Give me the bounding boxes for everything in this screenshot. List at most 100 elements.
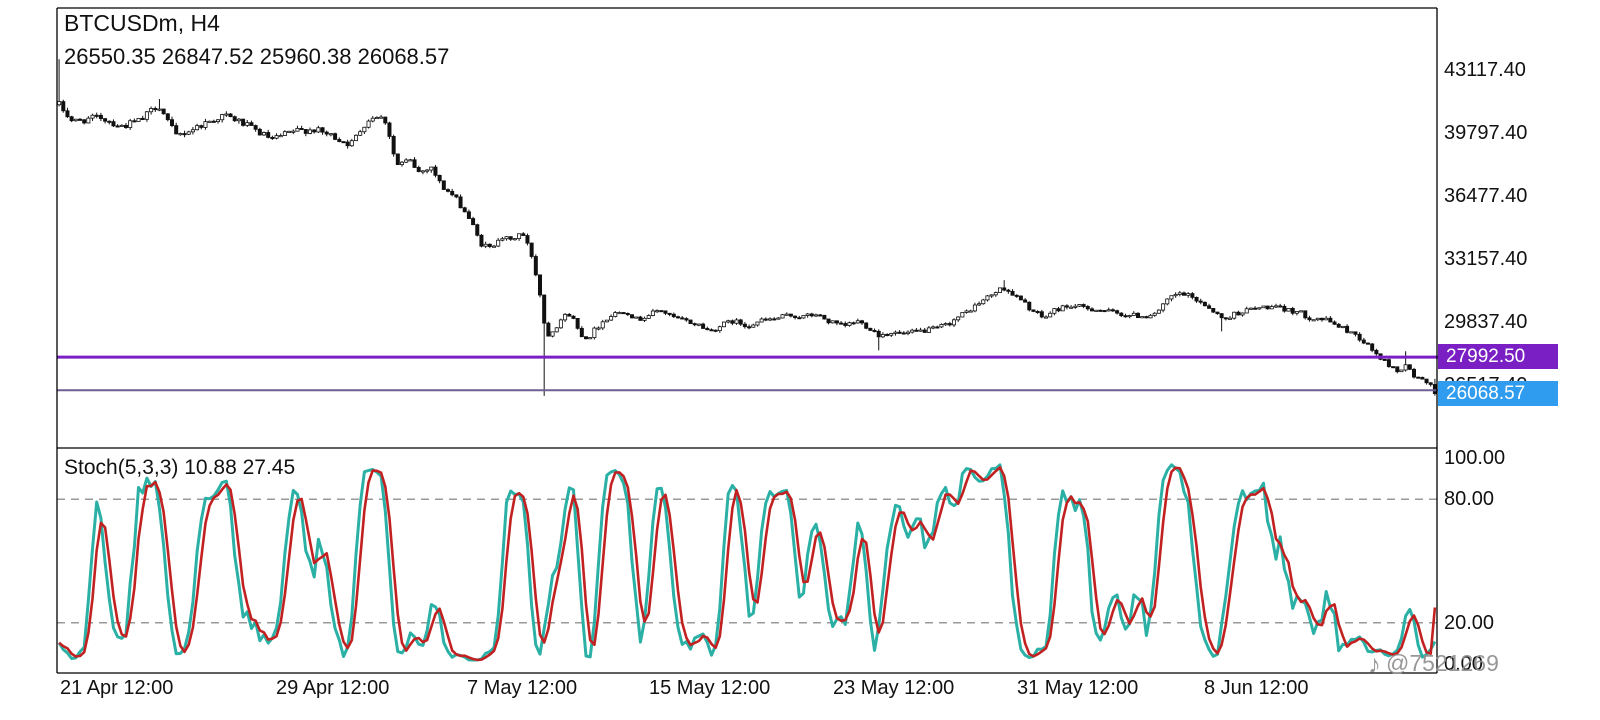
candle-body: [387, 122, 392, 137]
resistance-price-badge[interactable]: 27992.50: [1438, 344, 1558, 369]
candle-body: [889, 333, 894, 336]
candle-body: [730, 320, 735, 324]
candle-body: [801, 315, 806, 319]
candle-body: [136, 117, 141, 122]
candle-body: [1412, 368, 1417, 378]
candle-body: [818, 314, 823, 317]
candle-body: [1064, 305, 1069, 308]
candle-body: [1211, 307, 1216, 313]
candle-body: [579, 327, 584, 338]
ohlc-readout: 26550.35 26847.52 25960.38 26068.57: [64, 44, 450, 69]
candle-body: [755, 321, 760, 326]
candle-body: [855, 320, 860, 324]
time-axis-label: 29 Apr 12:00: [276, 677, 390, 699]
candle-body: [897, 331, 902, 334]
candle-body: [705, 328, 710, 331]
current-price-badge[interactable]: 26068.57: [1438, 381, 1558, 406]
candle-body: [847, 322, 852, 326]
candle-body: [1282, 305, 1287, 312]
candle-body: [830, 320, 835, 324]
candle-body: [793, 315, 798, 319]
candle-body: [772, 318, 777, 321]
candle-body: [1324, 317, 1329, 321]
candle-body: [722, 321, 727, 328]
candle-body: [617, 312, 622, 315]
candle-body: [1161, 303, 1166, 311]
candle-body: [408, 159, 413, 162]
candle-body: [630, 314, 635, 319]
candle-body: [814, 314, 819, 317]
stoch-d-line: [58, 466, 1437, 662]
stoch-k-line: [57, 463, 1437, 662]
candle-body: [805, 313, 810, 316]
candle-body: [395, 153, 400, 165]
candle-body: [1361, 339, 1366, 344]
candle-body: [169, 119, 174, 126]
candle-body: [57, 101, 62, 106]
candle-body: [353, 134, 358, 142]
candle-body: [1148, 314, 1153, 319]
candle-body: [224, 113, 229, 116]
candle-body: [98, 114, 103, 119]
candle-body: [1152, 312, 1157, 316]
candle-body: [475, 224, 480, 236]
candle-body: [178, 133, 183, 136]
candle-body: [650, 310, 655, 316]
candle-body: [73, 118, 78, 122]
candle-body: [885, 333, 890, 336]
candle-body: [1416, 376, 1421, 379]
candle-body: [521, 233, 526, 236]
candle-body: [94, 114, 99, 117]
candle-body: [128, 120, 133, 128]
candle-body: [972, 304, 977, 312]
candle-body: [1060, 305, 1065, 312]
candle-body: [968, 310, 973, 313]
candle-body: [1156, 309, 1161, 314]
symbol-title: BTCUSDm, H4: [64, 10, 220, 36]
time-axis-label: 31 May 12:00: [1017, 677, 1139, 699]
candle-body: [638, 316, 643, 321]
candle-body: [65, 110, 70, 118]
candle-body: [977, 303, 982, 306]
candle-body: [303, 129, 308, 134]
time-axis-label: 7 May 12:00: [467, 677, 578, 699]
candle-body: [839, 322, 844, 325]
candle-body: [1223, 317, 1228, 320]
candle-body: [287, 130, 292, 133]
candle-body: [1048, 312, 1053, 318]
candle-body: [671, 313, 676, 318]
candle-body: [1215, 311, 1220, 315]
candle-body: [370, 117, 375, 122]
candle-body: [479, 234, 484, 247]
candle-body: [316, 127, 321, 133]
candle-body: [1169, 295, 1174, 300]
candle-body: [391, 136, 396, 155]
candle-body: [1085, 306, 1090, 310]
candle-body: [161, 108, 166, 115]
candle-body: [261, 132, 266, 136]
candle-body: [1136, 312, 1141, 319]
candle-body: [90, 114, 95, 119]
candle-body: [1232, 311, 1237, 319]
candle-body: [1056, 308, 1061, 312]
candle-body: [1018, 295, 1023, 301]
candle-body: [688, 319, 693, 324]
candle-body: [922, 329, 927, 333]
candle-body: [851, 322, 856, 325]
candle-body: [1102, 310, 1107, 313]
candle-body: [596, 327, 601, 330]
candle-body: [103, 118, 108, 122]
candle-body: [998, 287, 1003, 293]
candle-body: [257, 128, 262, 136]
candle-body: [1357, 333, 1362, 341]
candle-body: [1177, 292, 1182, 295]
candle-body: [1248, 307, 1253, 310]
candle-body: [199, 125, 204, 128]
candle-body: [324, 131, 329, 135]
candle-body: [1115, 310, 1120, 314]
candle-body: [717, 326, 722, 331]
candle-body: [1269, 306, 1274, 310]
candle-body: [149, 108, 154, 113]
